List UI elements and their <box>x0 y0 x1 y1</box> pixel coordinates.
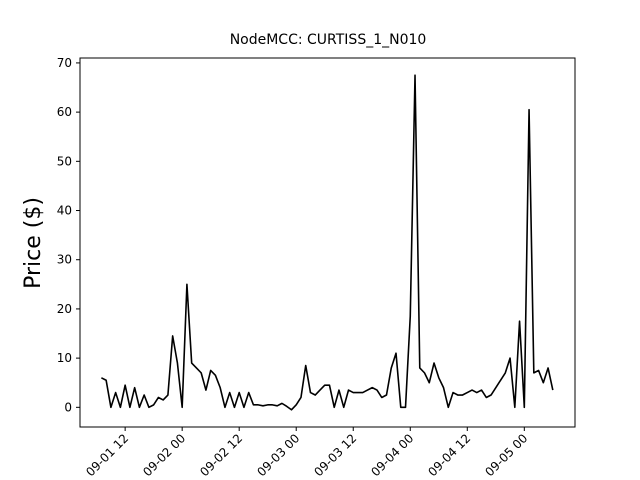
x-tick-label: 09-04 00 <box>368 431 416 479</box>
x-tick-label: 09-04 12 <box>425 431 473 479</box>
price-line <box>101 74 554 411</box>
chart-title: NodeMCC: CURTISS_1_N010 <box>230 32 427 48</box>
x-tick-label: 09-02 12 <box>197 431 245 479</box>
plot-frame <box>79 57 576 428</box>
x-tick-label: 09-05 00 <box>482 431 530 479</box>
x-tick-label: 09-03 00 <box>254 431 302 479</box>
y-tick-label: 50 <box>57 154 72 168</box>
x-tick-label: 09-03 12 <box>311 431 359 479</box>
y-tick-label: 70 <box>57 56 72 70</box>
y-tick-label: 40 <box>57 204 72 218</box>
y-axis-label: Price ($) <box>21 197 46 289</box>
x-tick-label: 09-02 00 <box>140 431 188 479</box>
x-tick-label: 09-01 12 <box>83 431 131 479</box>
y-tick-label: 30 <box>57 253 72 267</box>
y-tick-label: 60 <box>57 105 72 119</box>
y-tick-label: 0 <box>64 400 72 414</box>
y-tick-label: 10 <box>57 351 72 365</box>
y-tick-label: 20 <box>57 302 72 316</box>
